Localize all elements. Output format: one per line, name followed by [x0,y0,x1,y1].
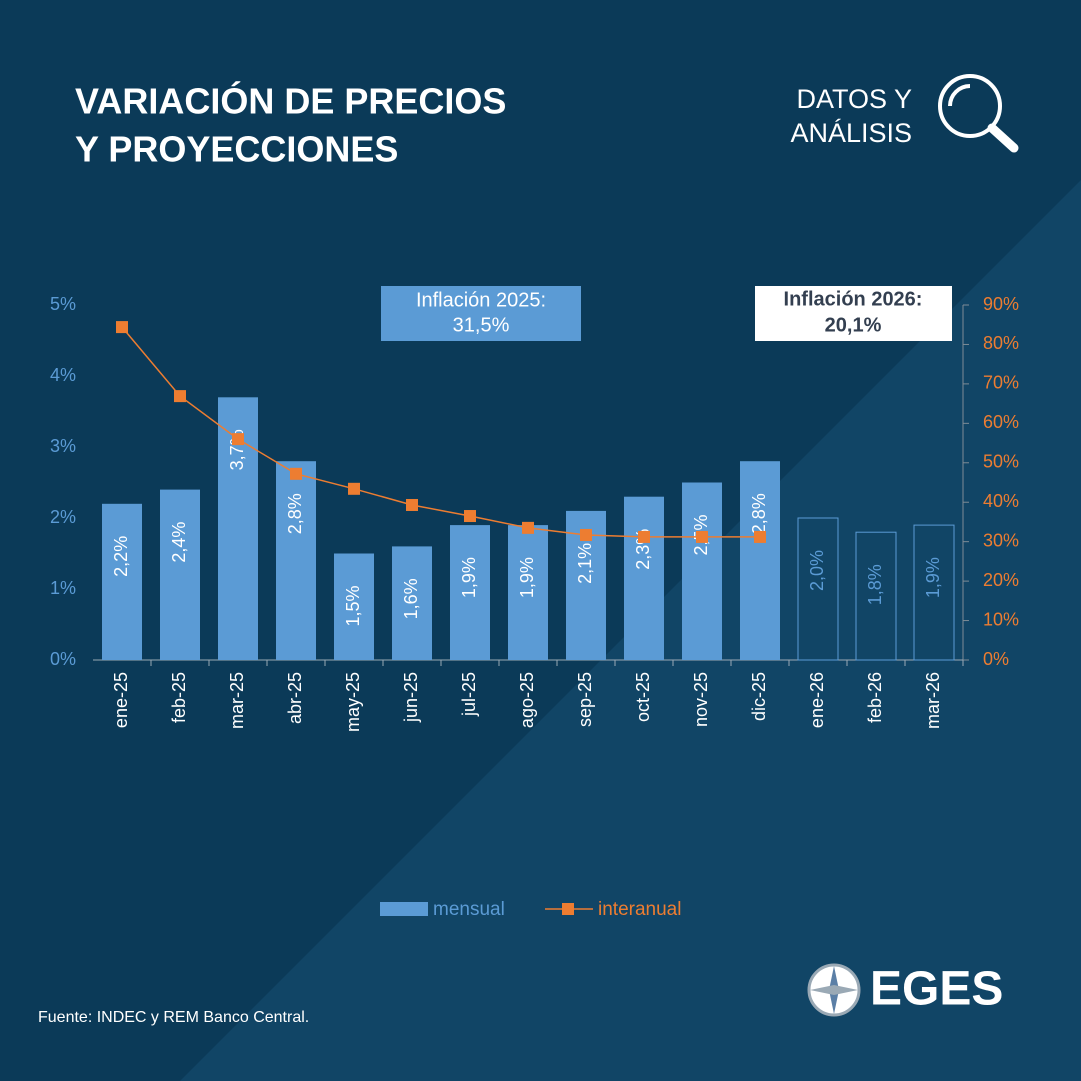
title: VARIACIÓN DE PRECIOS [75,80,506,122]
bar [682,482,722,660]
y2-tick-label: 30% [983,530,1019,550]
x-tick-label: feb-25 [169,672,189,723]
x-tick-label: mar-26 [923,672,943,729]
x-tick-label: ene-26 [807,672,827,728]
x-tick-label: ene-25 [111,672,131,728]
bar [450,525,490,660]
bar [740,461,780,660]
annotation: Inflación 2025: [416,289,546,311]
y-tick-label: 5% [50,294,76,314]
y2-tick-label: 0% [983,649,1009,669]
y-tick-label: 1% [50,578,76,598]
value-label: 1,8% [865,564,885,605]
x-tick-label: mar-25 [227,672,247,729]
y2-tick-label: 10% [983,609,1019,629]
title: Y PROYECCIONES [75,129,398,170]
marker [464,510,476,523]
value-label: 2,8% [285,493,305,534]
bar [160,489,200,660]
x-tick-label: sep-25 [575,672,595,727]
annotation-box [755,286,952,341]
value-label: 2,0% [807,550,827,591]
y2-tick-label: 50% [983,452,1019,472]
bar [797,517,839,661]
marker [232,433,244,446]
x-tick-label: ago-25 [517,672,537,728]
value-label: 1,6% [401,578,421,619]
value-label: 1,9% [517,557,537,598]
bar [102,503,142,660]
x-tick-label: may-25 [343,672,363,732]
annotation: 31,5% [453,314,510,336]
y2-tick-label: 20% [983,570,1019,590]
annotation: Inflación 2026: [784,288,923,310]
logo-icon [807,963,861,1017]
y-tick-label: 2% [50,507,76,527]
value-label: 2,4% [169,522,189,563]
x-tick-label: oct-25 [633,672,653,722]
x-tick-label: jun-25 [401,672,421,723]
value-label: 1,9% [459,557,479,598]
value-label: 1,9% [923,557,943,598]
marker [406,498,418,511]
badge: DATOS Y [796,84,912,114]
marker [638,530,650,543]
value-label: 1,5% [343,586,363,627]
y2-tick-label: 70% [983,373,1019,393]
magnifier-icon [938,74,1019,153]
bar [913,524,955,661]
annotation: 20,1% [825,314,882,336]
legend-swatch [380,902,428,916]
annotation-box [381,286,581,341]
bar [334,553,374,660]
marker [116,321,128,334]
legend-swatch [562,903,574,915]
logo: EGES [870,963,1003,1016]
marker [754,530,766,543]
bar [276,461,316,660]
value-label: 2,1% [575,543,595,584]
marker [696,530,708,543]
bar [392,546,432,660]
badge: ANÁLISIS [790,118,912,148]
bar [855,531,897,661]
marker [348,482,360,495]
y2-tick-label: 60% [983,412,1019,432]
marker [580,528,592,541]
marker [174,390,186,403]
x-tick-label: nov-25 [691,672,711,727]
y2-tick-label: 80% [983,333,1019,353]
value-label: 2,8% [749,493,769,534]
legend-label: interanual [598,899,681,920]
x-tick-label: jul-25 [459,672,479,717]
legend-label: mensual [433,899,505,920]
y2-tick-label: 40% [983,491,1019,511]
source: Fuente: INDEC y REM Banco Central. [38,1009,309,1026]
bar [508,525,548,660]
marker [522,521,534,534]
value-label: 2,2% [111,536,131,577]
x-tick-label: abr-25 [285,672,305,724]
y-tick-label: 0% [50,649,76,669]
x-tick-label: dic-25 [749,672,769,721]
y2-tick-label: 90% [983,294,1019,314]
y-tick-label: 3% [50,436,76,456]
bar [624,496,664,660]
line [121,326,760,538]
marker [290,467,302,480]
y-tick-label: 4% [50,365,76,385]
x-tick-label: feb-26 [865,672,885,723]
